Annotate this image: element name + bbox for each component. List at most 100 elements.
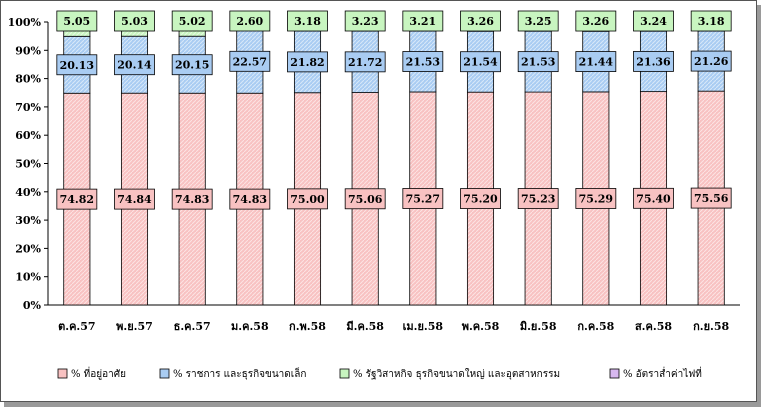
data-label-box xyxy=(56,10,98,32)
data-label: 75.20 xyxy=(463,193,498,206)
x-category-label: พ.ย.57 xyxy=(116,320,153,333)
data-label-box xyxy=(287,188,328,210)
data-label: 3.23 xyxy=(352,15,379,28)
data-label-box xyxy=(56,54,98,76)
legend-label-2: % ราชการ และธุรกิจขนาดเล็ก xyxy=(173,366,306,380)
data-label-box xyxy=(633,50,674,72)
y-tick-label: 0% xyxy=(23,299,42,312)
x-category-label: ต.ค.57 xyxy=(58,320,95,333)
data-label: 21.44 xyxy=(579,56,614,69)
legend-label-4: % อัตราส่ำค่าไฟที่ xyxy=(623,366,702,380)
y-tick-label: 90% xyxy=(15,44,41,57)
data-label: 75.00 xyxy=(290,193,325,206)
data-label-box xyxy=(690,187,732,209)
x-category-label: ส.ค.58 xyxy=(635,320,672,333)
x-category-label: มิ.ย.58 xyxy=(520,320,557,333)
data-label: 21.36 xyxy=(636,55,671,68)
data-label: 5.03 xyxy=(121,15,148,28)
y-tick-label: 50% xyxy=(15,158,41,171)
legend-label-3: % รัฐวิสาหกิจ ธุรกิจขนาดใหญ่ และอุตสาหกร… xyxy=(353,368,560,380)
data-label-box xyxy=(171,54,213,76)
data-label-box xyxy=(344,51,386,73)
data-label: 74.82 xyxy=(60,193,94,206)
x-category-label: ม.ค.58 xyxy=(231,320,269,333)
data-label: 75.29 xyxy=(579,192,613,205)
data-label-box xyxy=(402,188,444,209)
data-label-box xyxy=(633,10,674,32)
data-label: 20.15 xyxy=(175,59,209,72)
data-label-box xyxy=(575,51,617,72)
data-label-box xyxy=(460,188,501,209)
data-label-box xyxy=(229,50,271,72)
data-label: 3.26 xyxy=(582,15,609,28)
data-label: 74.83 xyxy=(233,193,267,206)
y-tick-label: 80% xyxy=(15,73,41,86)
x-category-label: ก.พ.58 xyxy=(289,320,326,333)
data-label-box xyxy=(517,188,559,209)
data-label: 21.72 xyxy=(348,56,382,69)
x-category-label: ธ.ค.57 xyxy=(174,320,211,333)
data-label: 3.25 xyxy=(525,15,552,28)
data-label: 21.53 xyxy=(406,56,440,69)
data-label: 2.60 xyxy=(236,15,263,28)
y-tick-label: 20% xyxy=(15,242,41,255)
data-label: 5.02 xyxy=(179,15,206,28)
data-label-box xyxy=(460,10,501,32)
data-label: 74.83 xyxy=(175,193,209,206)
data-label: 75.23 xyxy=(521,193,555,206)
data-label: 3.21 xyxy=(409,15,436,28)
data-label-box xyxy=(402,51,444,72)
data-label-box xyxy=(114,10,155,32)
data-label-box xyxy=(575,188,617,209)
data-label-box xyxy=(114,188,155,210)
x-category-label: ก.ค.58 xyxy=(577,320,614,333)
data-label: 5.05 xyxy=(63,15,90,28)
y-tick-label: 40% xyxy=(15,186,41,199)
data-label-box xyxy=(633,187,674,209)
data-label: 3.26 xyxy=(467,15,494,28)
data-label-box xyxy=(229,10,271,32)
data-label: 3.18 xyxy=(698,15,725,28)
y-tick-label: 60% xyxy=(15,129,41,142)
y-tick-label: 70% xyxy=(15,101,41,114)
data-label-box xyxy=(517,51,559,73)
data-label-box xyxy=(690,10,732,32)
data-label-box xyxy=(171,10,213,32)
data-label: 20.14 xyxy=(117,59,152,72)
data-label: 3.18 xyxy=(294,15,321,28)
data-label: 21.53 xyxy=(521,56,555,69)
data-label: 75.56 xyxy=(694,192,729,205)
data-label: 21.54 xyxy=(463,56,498,69)
data-label-box xyxy=(517,10,559,32)
data-label: 75.40 xyxy=(636,192,671,205)
data-label: 75.06 xyxy=(348,193,383,206)
data-label: 21.82 xyxy=(290,56,324,69)
data-label: 20.13 xyxy=(60,59,94,72)
x-category-label: มี.ค.58 xyxy=(346,320,384,333)
legend-swatch-1 xyxy=(57,368,68,379)
data-label: 74.84 xyxy=(117,193,152,206)
x-category-label: พ.ค.58 xyxy=(462,320,500,333)
legend-label-1: % ที่อยู่อาศัย xyxy=(71,366,126,380)
legend-swatch-4 xyxy=(609,368,620,379)
data-label: 3.24 xyxy=(640,15,667,28)
data-label-box xyxy=(287,10,328,32)
x-category-label: เม.ย.58 xyxy=(403,320,444,333)
data-label-box xyxy=(344,10,386,32)
data-label-box xyxy=(575,10,617,32)
data-label: 75.27 xyxy=(406,192,440,205)
y-tick-label: 100% xyxy=(8,16,42,29)
data-label-box xyxy=(460,51,501,73)
data-label-box xyxy=(344,188,386,210)
legend-swatch-3 xyxy=(339,368,350,379)
data-label-box xyxy=(56,188,98,210)
data-label-box xyxy=(171,188,213,210)
data-label: 22.57 xyxy=(233,55,267,68)
data-label-box xyxy=(402,10,444,32)
data-label-box xyxy=(114,54,155,76)
legend-swatch-2 xyxy=(159,368,170,379)
y-tick-label: 10% xyxy=(15,271,41,284)
data-label-box xyxy=(690,50,732,72)
data-label: 21.26 xyxy=(694,55,729,68)
